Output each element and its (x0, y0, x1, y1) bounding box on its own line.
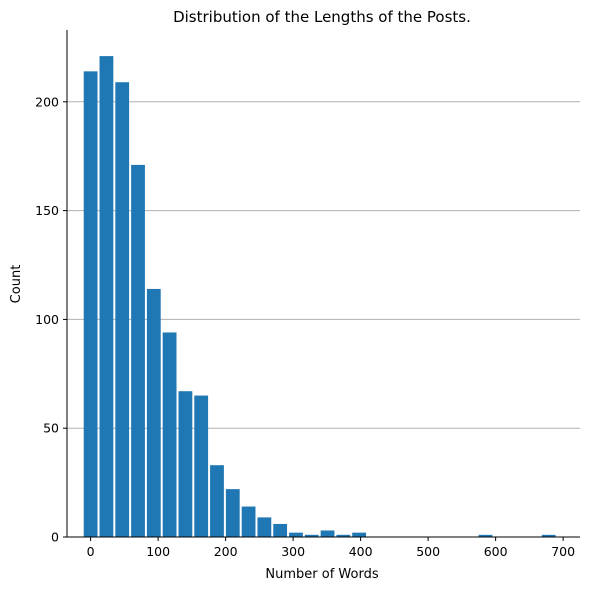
x-tick-label: 200 (214, 544, 238, 559)
histogram-bar (320, 530, 335, 537)
x-tick-label: 300 (281, 544, 305, 559)
histogram-bar (273, 523, 288, 537)
axes (66, 30, 580, 538)
histogram-bar (210, 465, 224, 537)
histogram-bar (131, 164, 145, 538)
x-tick-label: 0 (87, 544, 95, 559)
histogram-bar (146, 288, 161, 537)
y-tick-label: 200 (35, 94, 59, 109)
x-ticks: 0 100 200 300 400 500 600 700 (87, 537, 575, 559)
x-tick-label: 400 (349, 544, 373, 559)
histogram-bar (304, 534, 319, 537)
histogram-bar (83, 71, 98, 537)
y-tick-label: 100 (35, 312, 59, 327)
x-tick-label: 100 (146, 544, 170, 559)
y-ticks: 0 50 100 150 200 (35, 94, 67, 545)
histogram-bar (194, 395, 209, 537)
x-axis-label: Number of Words (265, 567, 378, 582)
chart-title: Distribution of the Lengths of the Posts… (173, 8, 471, 26)
histogram-bar (178, 391, 193, 537)
histogram-bar (241, 506, 256, 537)
y-tick-label: 150 (35, 203, 59, 218)
x-tick-label: 600 (484, 544, 508, 559)
x-tick-label: 700 (551, 544, 575, 559)
histogram-bar (257, 517, 272, 537)
histogram-bar (352, 532, 367, 537)
histogram-bar (478, 534, 493, 537)
y-tick-label: 0 (51, 530, 59, 545)
histogram-bar (541, 534, 556, 537)
histogram-bar (162, 332, 177, 537)
bars (83, 56, 556, 538)
histogram-bar (99, 56, 114, 538)
y-axis-label: Count (9, 265, 24, 304)
histogram-bar (115, 82, 130, 537)
x-tick-label: 500 (416, 544, 440, 559)
histogram-bar (289, 532, 303, 537)
histogram-bar (225, 489, 240, 537)
histogram-bar (336, 534, 351, 537)
y-tick-label: 50 (43, 421, 59, 436)
